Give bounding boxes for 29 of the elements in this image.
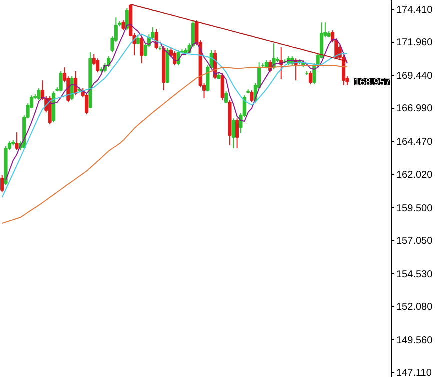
candlestick [236,118,240,150]
candlestick [125,8,129,32]
text: 168.957 [354,78,391,89]
candlestick [59,71,63,92]
y-tick-label: 154.530 [396,269,434,280]
y-tick-label: 169.440 [396,71,434,82]
y-tick-label: 159.500 [396,203,434,214]
y-tick-label: 164.470 [396,137,434,148]
y-tick-label: 174.410 [396,5,434,16]
y-tick-label: 162.020 [396,170,434,181]
y-tick-label: 166.990 [396,104,434,115]
y-tick-label: 152.080 [396,302,434,313]
candlestick [37,88,41,101]
candlestick [122,20,126,32]
candlestick [140,36,144,64]
candlestick [154,28,158,50]
y-tick-label: 157.050 [396,236,434,247]
y-tick-label: 171.960 [396,38,434,49]
candlestick [232,118,236,150]
y-tick-label: 147.110 [396,368,432,377]
candlestick [308,71,313,86]
candlestick [220,73,224,101]
y-tick-label: 149.560 [396,336,434,346]
candlestick [0,175,4,194]
candlestick [224,91,228,104]
candlestick [250,90,254,103]
line-series [2,34,348,198]
candlestick [15,132,19,151]
candlestick [96,58,100,74]
